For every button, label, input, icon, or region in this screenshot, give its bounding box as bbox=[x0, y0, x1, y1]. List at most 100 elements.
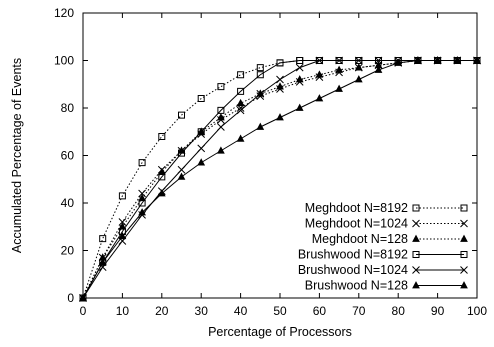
y-tick-label: 40 bbox=[61, 196, 75, 210]
x-tick-label: 30 bbox=[195, 304, 209, 318]
data-point bbox=[118, 192, 126, 200]
data-point bbox=[414, 56, 422, 64]
legend-item: Brushwood N=1024 bbox=[298, 263, 468, 277]
data-point bbox=[217, 123, 225, 131]
data-point bbox=[98, 258, 107, 266]
data-point bbox=[394, 58, 403, 66]
legend-marker bbox=[460, 251, 468, 258]
data-point bbox=[256, 71, 264, 79]
data-point bbox=[158, 133, 166, 140]
legend-label: Meghdoot N=128 bbox=[312, 232, 408, 246]
data-point bbox=[138, 193, 146, 202]
legend-marker bbox=[460, 204, 468, 212]
data-point bbox=[295, 103, 304, 111]
x-tick-label: 50 bbox=[273, 304, 287, 318]
data-point bbox=[197, 144, 206, 153]
data-point bbox=[473, 56, 481, 64]
data-point bbox=[217, 106, 225, 114]
data-point bbox=[157, 189, 166, 197]
data-point bbox=[256, 64, 264, 72]
data-point bbox=[256, 122, 265, 130]
series-5 bbox=[79, 56, 481, 301]
legend-item: Brushwood N=8192 bbox=[298, 248, 468, 262]
legend-label: Brushwood N=128 bbox=[305, 279, 408, 293]
series-4 bbox=[79, 56, 481, 302]
data-point bbox=[157, 167, 166, 176]
data-point bbox=[99, 235, 107, 243]
x-tick-label: 40 bbox=[234, 304, 248, 318]
legend-marker bbox=[412, 251, 420, 258]
data-point bbox=[354, 63, 363, 71]
y-tick-label: 100 bbox=[54, 54, 74, 68]
legend-label: Meghdoot N=1024 bbox=[305, 217, 408, 231]
data-point bbox=[118, 231, 127, 240]
data-point bbox=[178, 111, 185, 119]
data-point bbox=[138, 199, 146, 207]
axes: 0 10 20 30 40 50 60 70 80 90 100 0 20 40 60 80 100 120 bbox=[54, 6, 487, 318]
y-axis-title: Accumulated Percentage of Events bbox=[10, 58, 24, 253]
series-2 bbox=[79, 56, 481, 301]
data-point bbox=[138, 208, 146, 216]
x-tick-label: 60 bbox=[313, 304, 327, 318]
series-line bbox=[82, 60, 477, 299]
legend-marker bbox=[412, 281, 420, 289]
data-point bbox=[236, 106, 245, 115]
legend-marker bbox=[412, 219, 420, 228]
data-point bbox=[335, 65, 343, 73]
plot-frame bbox=[82, 12, 478, 299]
x-tick-label: 90 bbox=[431, 304, 445, 318]
legend-item: Meghdoot N=1024 bbox=[305, 217, 468, 231]
data-point bbox=[354, 75, 363, 83]
data-point bbox=[118, 222, 127, 230]
data-point bbox=[453, 56, 462, 64]
data-point bbox=[79, 293, 87, 301]
legend-item: Brushwood N=128 bbox=[305, 279, 468, 293]
data-point bbox=[315, 70, 324, 78]
data-point bbox=[177, 165, 186, 174]
x-tick-label: 100 bbox=[467, 304, 487, 318]
data-point bbox=[236, 98, 245, 107]
legend-label: Brushwood N=1024 bbox=[298, 263, 408, 277]
data-point bbox=[296, 57, 304, 64]
data-point bbox=[276, 59, 284, 67]
x-tick-label: 0 bbox=[80, 304, 87, 318]
data-point bbox=[335, 84, 343, 92]
legend-item: Meghdoot N=8192 bbox=[305, 201, 468, 215]
data-point bbox=[217, 113, 225, 121]
y-tick-label: 0 bbox=[67, 291, 74, 305]
y-tick-label: 60 bbox=[61, 149, 75, 163]
data-point bbox=[276, 75, 284, 84]
data-point bbox=[374, 65, 383, 73]
legend-marker bbox=[412, 266, 420, 274]
legend-marker bbox=[460, 219, 468, 228]
legend-marker bbox=[460, 266, 468, 274]
data-point bbox=[197, 95, 205, 102]
data-point bbox=[295, 63, 304, 72]
legend-marker bbox=[412, 234, 420, 242]
data-point bbox=[335, 56, 343, 65]
y-tick-label: 20 bbox=[61, 244, 75, 258]
data-point bbox=[256, 89, 265, 98]
data-point bbox=[276, 113, 284, 121]
series-line bbox=[82, 60, 477, 299]
legend-marker bbox=[412, 204, 420, 212]
data-point bbox=[236, 134, 245, 142]
data-point bbox=[374, 56, 383, 65]
y-tick-label: 120 bbox=[54, 6, 74, 20]
x-tick-label: 70 bbox=[352, 304, 366, 318]
data-point bbox=[237, 71, 245, 79]
x-tick-label: 10 bbox=[116, 304, 130, 318]
data-point bbox=[177, 172, 186, 180]
data-point bbox=[138, 159, 146, 167]
data-point bbox=[118, 218, 127, 226]
series-line bbox=[82, 60, 477, 299]
data-point bbox=[237, 87, 245, 95]
x-tick-label: 80 bbox=[392, 304, 406, 318]
data-point bbox=[217, 146, 225, 154]
series-line bbox=[82, 60, 477, 299]
x-axis-title: Percentage of Processors bbox=[208, 325, 352, 339]
series-3 bbox=[79, 57, 481, 302]
data-point bbox=[295, 75, 304, 83]
